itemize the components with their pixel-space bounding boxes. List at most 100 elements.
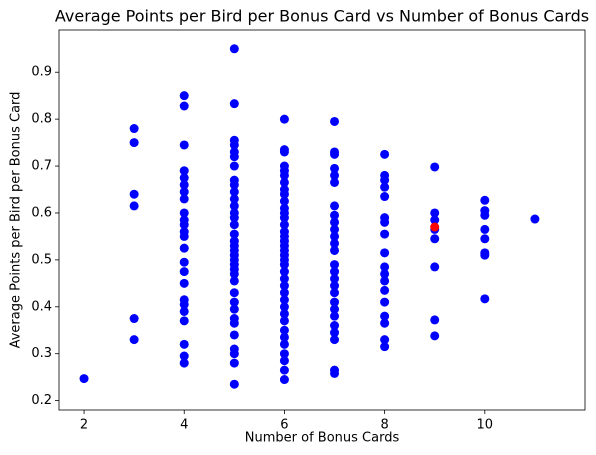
x-tick-label: 2: [80, 418, 88, 433]
scatter-point: [430, 222, 440, 232]
scatter-point: [330, 217, 340, 227]
scatter-point: [279, 274, 289, 284]
scatter-point: [229, 379, 239, 389]
scatter-point: [179, 316, 189, 326]
scatter-point: [279, 189, 289, 199]
scatter-point: [330, 281, 340, 291]
scatter-point: [279, 325, 289, 335]
scatter-point: [279, 213, 289, 223]
scatter-point: [330, 170, 340, 180]
scatter-point: [430, 262, 440, 272]
scatter-point: [229, 304, 239, 314]
scatter-point: [179, 187, 189, 197]
scatter-point: [380, 248, 390, 258]
scatter-point: [229, 99, 239, 109]
scatter-point: [430, 331, 440, 341]
scatter-point: [229, 229, 239, 239]
scatter-point: [129, 314, 139, 324]
y-tick-label: 0.2: [31, 393, 52, 408]
scatter-point: [330, 297, 340, 307]
y-tick-label: 0.5: [31, 252, 52, 267]
scatter-point: [229, 201, 239, 211]
scatter-point: [380, 192, 390, 202]
scatter-point: [330, 149, 340, 159]
scatter-point: [480, 250, 490, 260]
scatter-point: [330, 311, 340, 321]
scatter-point: [79, 374, 89, 384]
scatter-point: [229, 180, 239, 190]
scatter-point: [229, 140, 239, 150]
scatter-point: [229, 161, 239, 171]
scatter-point: [129, 189, 139, 199]
scatter-point: [430, 208, 440, 218]
scatter-point: [279, 170, 289, 180]
scatter-point: [480, 234, 490, 244]
scatter-point: [179, 180, 189, 190]
scatter-point: [430, 315, 440, 325]
scatter-point: [229, 318, 239, 328]
scatter-point: [279, 288, 289, 298]
scatter-point: [380, 335, 390, 345]
scatter-point: [229, 358, 239, 368]
scatter-point: [480, 210, 490, 220]
scatter-point: [229, 330, 239, 340]
scatter-point: [229, 220, 239, 230]
scatter-point: [380, 217, 390, 227]
scatter-point: [330, 245, 340, 255]
scatter-point: [179, 257, 189, 267]
scatter-point: [229, 194, 239, 204]
scatter-point: [380, 149, 390, 159]
scatter-point: [279, 295, 289, 305]
y-tick-label: 0.4: [31, 299, 52, 314]
y-tick-label: 0.9: [31, 65, 52, 80]
scatter-point: [380, 182, 390, 192]
scatter-point: [229, 269, 239, 279]
scatter-point: [279, 356, 289, 366]
scatter-point: [229, 152, 239, 162]
scatter-point: [380, 342, 390, 352]
scatter-point: [229, 44, 239, 54]
scatter-point: [330, 274, 340, 284]
scatter-point: [330, 116, 340, 126]
scatter-point: [330, 304, 340, 314]
x-axis-label: Number of Bonus Cards: [245, 431, 400, 446]
scatter-point: [330, 267, 340, 277]
scatter-point: [330, 163, 340, 173]
scatter-point: [179, 358, 189, 368]
scatter-point: [179, 220, 189, 230]
scatter-point: [480, 294, 490, 304]
y-tick-label: 0.7: [31, 159, 52, 174]
scatter-point: [279, 302, 289, 312]
scatter-point: [380, 262, 390, 272]
scatter-point: [279, 365, 289, 375]
scatter-point: [179, 306, 189, 316]
scatter-point: [330, 210, 340, 220]
scatter-point: [480, 224, 490, 234]
scatter-point: [330, 335, 340, 345]
scatter-point: [229, 276, 239, 286]
scatter-point: [279, 260, 289, 270]
scatter-point: [179, 173, 189, 183]
scatter-point: [279, 332, 289, 342]
x-tick-label: 6: [280, 418, 288, 433]
scatter-point: [129, 201, 139, 211]
y-tick-label: 0.3: [31, 346, 52, 361]
scatter-point: [330, 260, 340, 270]
scatter-point: [229, 288, 239, 298]
scatter-point: [330, 288, 340, 298]
scatter-point: [179, 101, 189, 111]
scatter-point: [430, 215, 440, 225]
x-tick-label: 10: [477, 418, 494, 433]
y-tick-label: 0.8: [31, 112, 52, 127]
scatter-point: [279, 177, 289, 187]
scatter-point: [129, 124, 139, 134]
scatter-point: [179, 231, 189, 241]
scatter-point: [330, 177, 340, 187]
scatter-point: [330, 321, 340, 331]
scatter-point: [179, 194, 189, 204]
scatter-point: [330, 231, 340, 241]
scatter-point: [179, 243, 189, 253]
scatter-point: [279, 309, 289, 319]
